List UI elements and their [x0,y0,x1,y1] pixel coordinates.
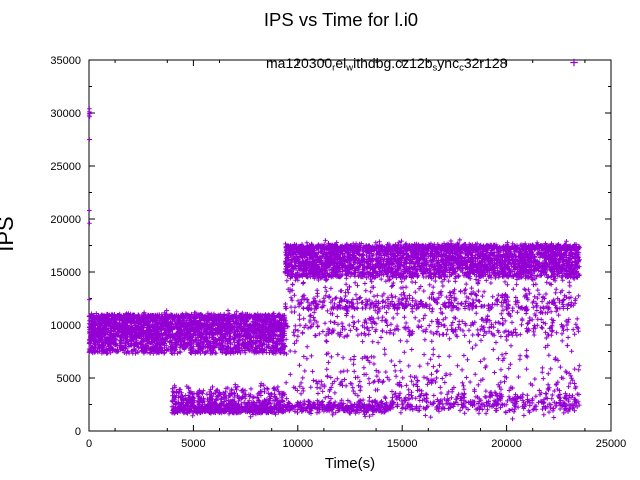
svg-text:IPS: IPS [0,216,18,251]
svg-text:5000: 5000 [57,373,81,385]
svg-text:10000: 10000 [50,320,81,332]
svg-text:20000: 20000 [491,438,522,450]
svg-text:25000: 25000 [50,161,81,173]
svg-text:35000: 35000 [50,55,81,67]
svg-text:0: 0 [75,426,81,438]
svg-text:15000: 15000 [50,267,81,279]
svg-text:Time(s): Time(s) [325,455,375,472]
svg-text:15000: 15000 [387,438,418,450]
svg-text:25000: 25000 [596,438,627,450]
svg-text:ma120300relwithdbg.cz12bsyncc3: ma120300relwithdbg.cz12bsyncc32r128 [266,55,508,73]
svg-text:5000: 5000 [181,438,205,450]
svg-text:IPS vs Time for l.i0: IPS vs Time for l.i0 [264,9,418,30]
svg-text:30000: 30000 [50,108,81,120]
svg-text:0: 0 [86,438,92,450]
svg-text:20000: 20000 [50,214,81,226]
svg-text:10000: 10000 [283,438,314,450]
